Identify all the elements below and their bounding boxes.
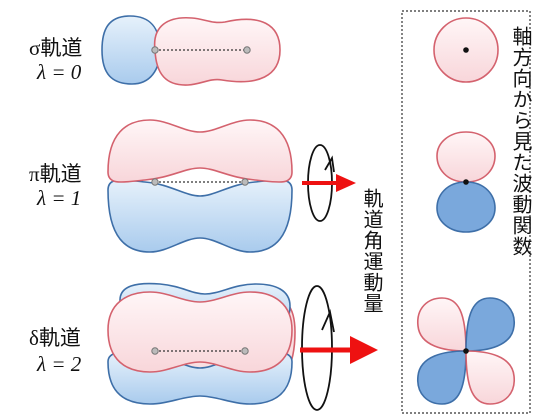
delta-lambda-label: λ = 2 (37, 352, 82, 376)
sigma-nucleus-left (151, 46, 159, 54)
delta-nucleus-left (151, 347, 159, 355)
sigma-orbital-shape (101, 15, 281, 86)
delta-nucleus-right (241, 347, 249, 355)
delta-rotation-arrow (300, 285, 378, 411)
pi-blue-lobe (107, 179, 293, 253)
pi-orbital-name: π軌道 (29, 162, 82, 186)
sigma-orbital-name: σ軌道 (29, 36, 83, 60)
pi-pink-lobe (107, 119, 293, 183)
pi-rotation-arrow (302, 144, 356, 222)
delta-axial-view (417, 297, 515, 405)
sigma-pink-lobe (153, 16, 281, 86)
pi-axial-view (436, 131, 496, 233)
delta-orbital-shape (107, 282, 296, 405)
sigma-lambda-label: λ = 0 (37, 60, 82, 84)
axial-view-panel (401, 10, 531, 414)
sigma-axial-view (433, 17, 499, 83)
pi-orbital-shape (107, 119, 293, 253)
pi-nucleus-right (241, 178, 249, 186)
axial-view-label: 軸方向から見た波動関数 (509, 26, 533, 257)
delta-front-pink-lobe (107, 291, 293, 373)
sigma-nucleus-right (243, 46, 251, 54)
pi-lambda-label: λ = 1 (37, 186, 82, 210)
angular-momentum-label: 軌道角運動量 (360, 188, 384, 314)
delta-orbital-name: δ軌道 (29, 326, 81, 350)
pi-nucleus-left (151, 178, 159, 186)
